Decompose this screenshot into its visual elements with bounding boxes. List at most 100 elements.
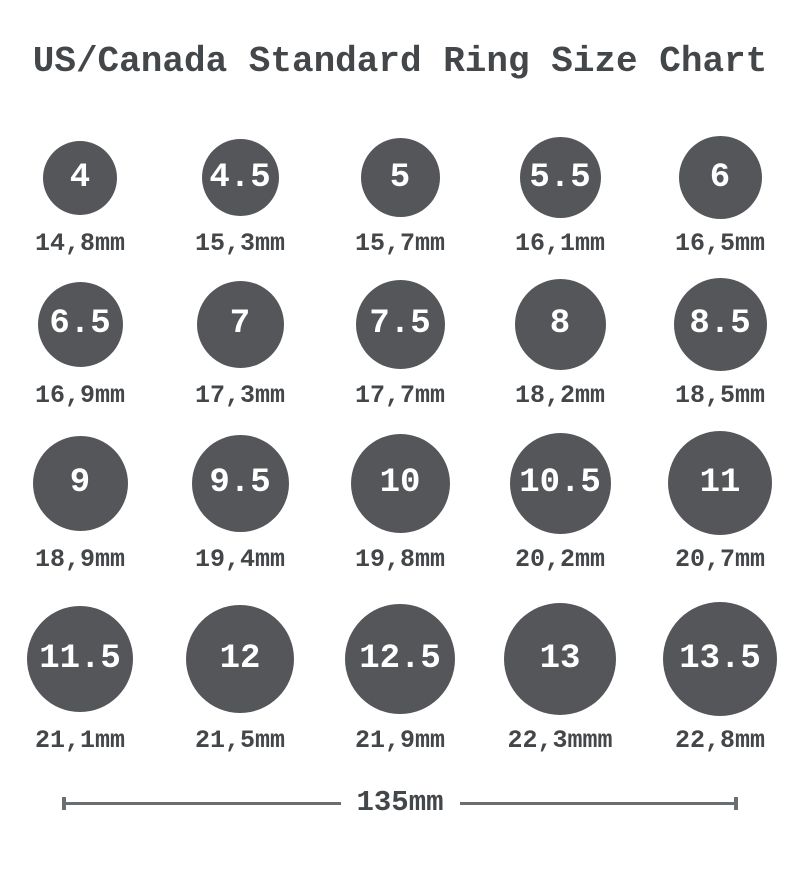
circle-wrap: 9 (32, 431, 128, 535)
ring-size-number: 6.5 (49, 305, 111, 343)
ring-size-number: 11.5 (39, 640, 121, 678)
ring-diameter-label: 18,5mm (674, 381, 765, 410)
ring-cell: 13 22,3mmm (480, 602, 640, 756)
ring-row-4: 11.5 21,1mm 12 21,5mm 12.5 21,9mm (0, 602, 800, 756)
circle-wrap: 12 (186, 602, 294, 716)
scale-tick-right (734, 796, 739, 810)
circle-wrap: 10 (350, 431, 450, 535)
ring-diameter-label: 16,5mm (674, 229, 765, 258)
ring-diameter-label: 21,5mm (194, 726, 285, 755)
ring-row-3: 9 18,9mm 9.5 19,4mm 10 19,8mm (0, 431, 800, 575)
ring-cell: 11 20,7mm (640, 431, 800, 575)
ring-cell: 11.5 21,1mm (0, 602, 160, 756)
ring-size-number: 9.5 (209, 464, 271, 502)
ring-cell: 9 18,9mm (0, 431, 160, 575)
scale-bar: 135mm (62, 786, 739, 819)
scale-line-left (66, 801, 341, 805)
ring-cell: 8.5 18,5mm (640, 277, 800, 411)
ring-circle: 12 (186, 605, 294, 713)
ring-size-number: 11 (699, 464, 741, 502)
ring-circle: 8.5 (673, 277, 767, 371)
ring-size-number: 12.5 (359, 640, 441, 678)
circle-wrap: 8 (514, 277, 606, 371)
ring-cell: 10 19,8mm (320, 431, 480, 575)
ring-cell: 6 16,5mm (640, 136, 800, 259)
ring-diameter-label: 19,8mm (354, 545, 445, 574)
circle-wrap: 13 (504, 602, 616, 716)
ring-cell: 8 18,2mm (480, 277, 640, 411)
ring-circle: 9 (32, 435, 128, 531)
ring-circle: 12.5 (345, 604, 455, 714)
circle-wrap: 13.5 (663, 602, 777, 716)
ring-circle: 13 (504, 603, 616, 715)
circle-wrap: 7.5 (355, 277, 445, 371)
ring-size-number: 8 (549, 305, 571, 343)
ring-size-number: 8.5 (689, 305, 751, 343)
ring-circle: 13.5 (663, 602, 777, 716)
ring-circle: 5.5 (519, 137, 601, 218)
circle-wrap: 8.5 (673, 277, 767, 371)
ring-size-number: 9 (69, 464, 91, 502)
ring-cell: 4.5 15,3mm (160, 136, 320, 259)
ring-size-number: 6 (709, 158, 731, 197)
circle-wrap: 11 (668, 431, 772, 535)
circle-wrap: 6 (678, 136, 762, 219)
ring-size-number: 13.5 (679, 640, 761, 678)
ring-diameter-label: 19,4mm (194, 545, 285, 574)
ring-circle: 5 (360, 138, 440, 217)
ring-circle: 10 (350, 433, 450, 533)
circle-wrap: 6.5 (37, 277, 123, 371)
ring-size-number: 10.5 (519, 464, 601, 502)
ring-diameter-label: 14,8mm (34, 229, 125, 258)
scale-tick-left (62, 796, 66, 810)
ring-circle: 10.5 (509, 432, 611, 534)
ring-circle: 11 (668, 431, 772, 535)
ring-size-number: 12 (219, 640, 261, 678)
ring-circle: 6.5 (37, 281, 123, 367)
ring-diameter-label: 21,1mm (34, 726, 125, 755)
ring-cell: 12.5 21,9mm (320, 602, 480, 756)
ring-diameter-label: 21,9mm (354, 726, 445, 755)
ring-circle: 11.5 (27, 606, 133, 712)
ring-circle: 4 (43, 140, 117, 215)
circle-wrap: 12.5 (345, 602, 455, 716)
circle-wrap: 4 (43, 136, 117, 219)
ring-cell: 10.5 20,2mm (480, 431, 640, 575)
ring-cell: 9.5 19,4mm (160, 431, 320, 575)
ring-diameter-label: 22,8mm (674, 726, 765, 755)
ring-diameter-label: 22,3mmm (507, 726, 613, 755)
ring-diameter-label: 18,2mm (514, 381, 605, 410)
ring-size-number: 13 (539, 640, 581, 678)
scale-length-label: 135mm (356, 786, 444, 819)
ring-cell: 7.5 17,7mm (320, 277, 480, 411)
circle-wrap: 5 (360, 136, 440, 219)
ring-diameter-label: 20,7mm (674, 545, 765, 574)
circle-wrap: 7 (196, 277, 284, 371)
ring-diameter-label: 15,3mm (194, 229, 285, 258)
ring-circle: 7.5 (355, 279, 445, 369)
ring-cell: 6.5 16,9mm (0, 277, 160, 411)
circle-wrap: 5.5 (519, 136, 601, 219)
ring-circle: 9.5 (191, 434, 289, 532)
ring-diameter-label: 16,9mm (34, 381, 125, 410)
circle-wrap: 10.5 (509, 431, 611, 535)
ring-size-grid: 4 14,8mm 4.5 15,3mm 5 15,7mm (0, 136, 800, 756)
ring-size-number: 5.5 (529, 158, 591, 197)
ring-size-number: 4 (69, 158, 91, 197)
ring-diameter-label: 17,7mm (354, 381, 445, 410)
ring-cell: 13.5 22,8mm (640, 602, 800, 756)
ring-circle: 4.5 (201, 139, 279, 216)
ring-cell: 5.5 16,1mm (480, 136, 640, 259)
ring-circle: 8 (514, 278, 606, 370)
ring-cell: 7 17,3mm (160, 277, 320, 411)
ring-size-number: 7 (229, 305, 251, 343)
ring-circle: 6 (678, 136, 762, 219)
ring-cell: 5 15,7mm (320, 136, 480, 259)
circle-wrap: 9.5 (191, 431, 289, 535)
ring-cell: 4 14,8mm (0, 136, 160, 259)
ring-cell: 12 21,5mm (160, 602, 320, 756)
ring-row-2: 6.5 16,9mm 7 17,3mm 7.5 17,7mm (0, 277, 800, 411)
ring-diameter-label: 15,7mm (354, 229, 445, 258)
ring-size-number: 4.5 (209, 158, 271, 197)
circle-wrap: 4.5 (201, 136, 279, 219)
